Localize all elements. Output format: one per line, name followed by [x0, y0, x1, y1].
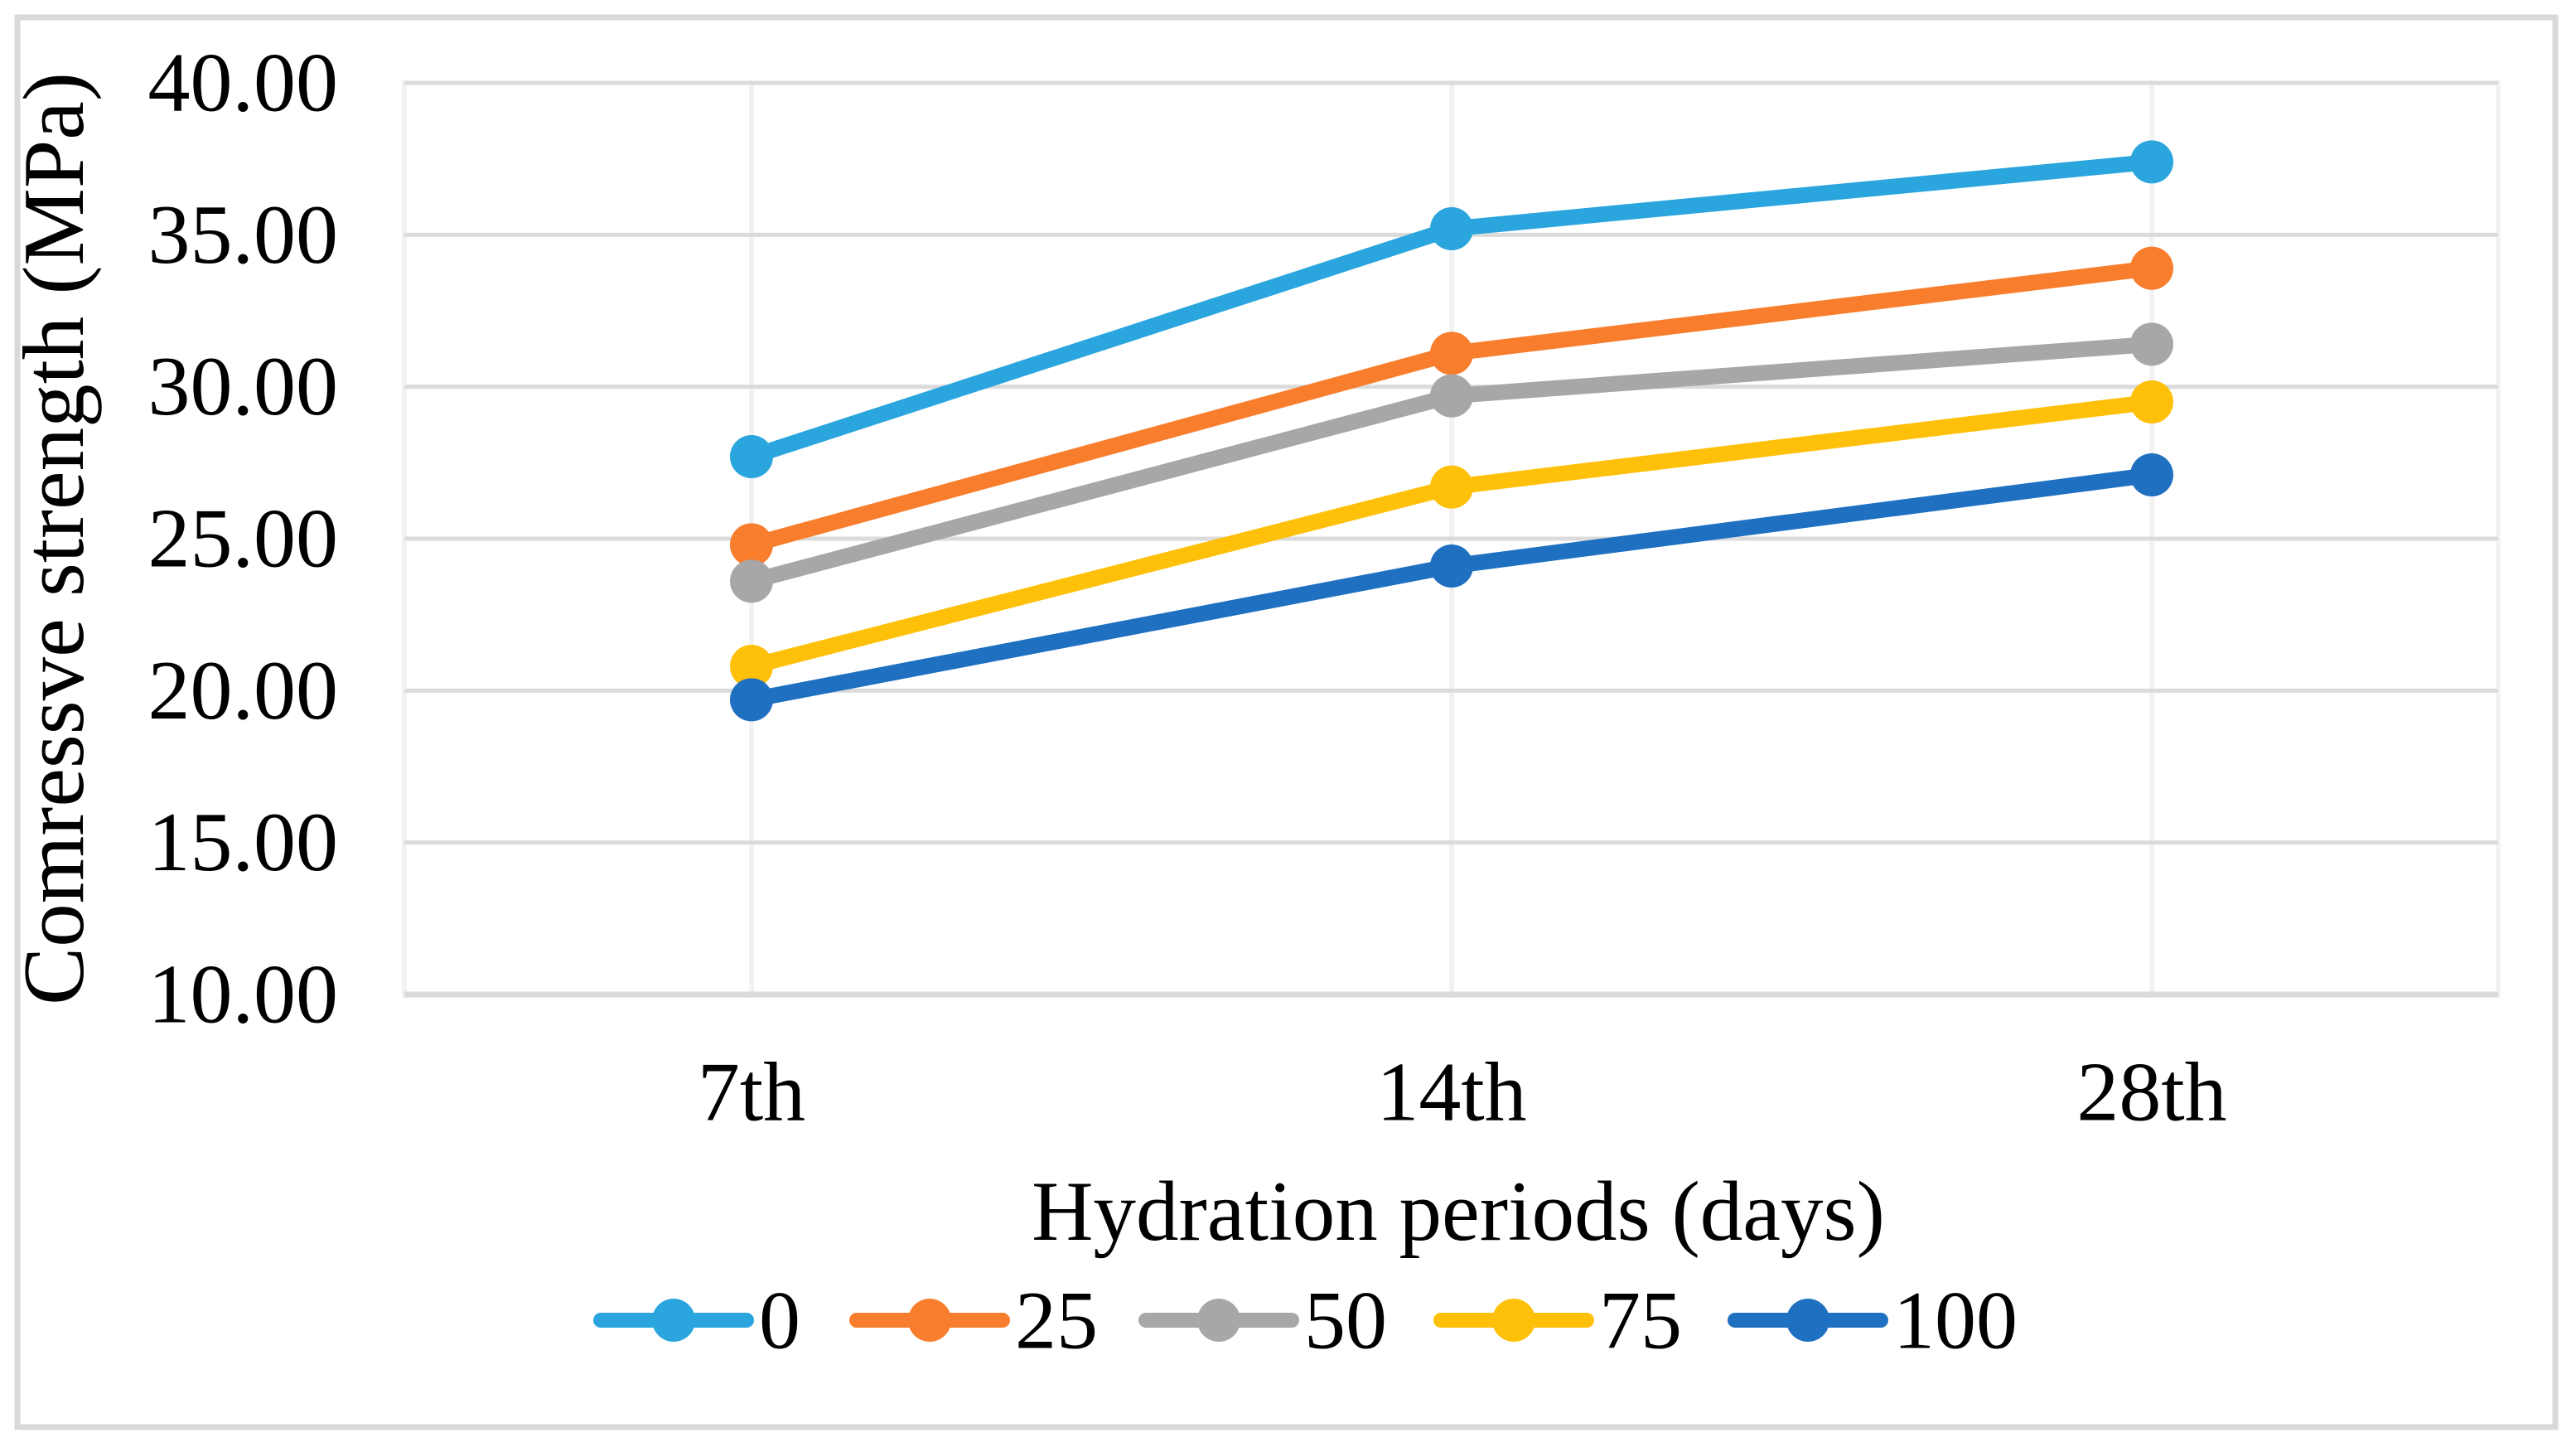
series-marker-25 [1430, 332, 1473, 375]
legend-label: 25 [1015, 1275, 1098, 1367]
legend-label: 0 [759, 1275, 800, 1367]
legend: 0 25 50 75 100 [593, 1275, 2018, 1367]
series-marker-0 [1430, 207, 1473, 250]
x-tick-label: 7th [698, 1046, 805, 1140]
y-tick-label: 20.00 [148, 644, 339, 738]
x-tick-label: 14th [1376, 1046, 1526, 1140]
series-marker-25 [730, 523, 773, 567]
series-marker-100 [1430, 544, 1473, 588]
y-axis-title: Comressve strength (MPa) [5, 72, 102, 1005]
series-marker-75 [730, 645, 773, 688]
x-tick-label: 28th [2076, 1046, 2226, 1140]
series-marker-75 [2130, 380, 2173, 423]
y-tick-label: 40.00 [148, 36, 339, 130]
legend-label: 100 [1893, 1275, 2018, 1367]
legend-marker-icon [1786, 1299, 1829, 1342]
series-group [730, 140, 2173, 722]
legend-item-100: 100 [1728, 1275, 2018, 1367]
legend-item-75: 75 [1433, 1275, 1682, 1367]
series-marker-0 [730, 435, 773, 478]
legend-item-50: 50 [1138, 1275, 1387, 1367]
series-marker-25 [2130, 246, 2173, 290]
legend-label: 75 [1599, 1275, 1682, 1367]
legend-label: 50 [1304, 1275, 1387, 1367]
y-tick-label: 25.00 [148, 492, 339, 586]
series-marker-50 [730, 559, 773, 603]
series-marker-50 [1430, 374, 1473, 418]
legend-marker-icon [652, 1299, 695, 1342]
legend-marker-icon [908, 1299, 951, 1342]
legend-item-0: 0 [593, 1275, 800, 1367]
x-axis-title: Hydration periods (days) [1032, 1164, 1885, 1259]
x-tick-labels: 7th 14th 28th [698, 1046, 2227, 1140]
series-marker-100 [2130, 453, 2173, 496]
legend-item-25: 25 [849, 1275, 1098, 1367]
y-tick-label: 10.00 [148, 948, 339, 1042]
y-tick-labels: 40.00 35.00 30.00 25.00 20.00 15.00 10.00 [148, 36, 339, 1042]
y-tick-label: 35.00 [148, 188, 339, 282]
legend-marker-icon [1197, 1299, 1240, 1342]
y-tick-label: 15.00 [148, 796, 339, 889]
series-marker-0 [2130, 140, 2173, 184]
figure-border [14, 14, 2559, 1430]
series-marker-100 [730, 678, 773, 722]
legend-marker-icon [1492, 1299, 1535, 1342]
y-tick-label: 30.00 [148, 340, 339, 433]
series-marker-75 [1430, 465, 1473, 509]
series-marker-50 [2130, 322, 2173, 366]
